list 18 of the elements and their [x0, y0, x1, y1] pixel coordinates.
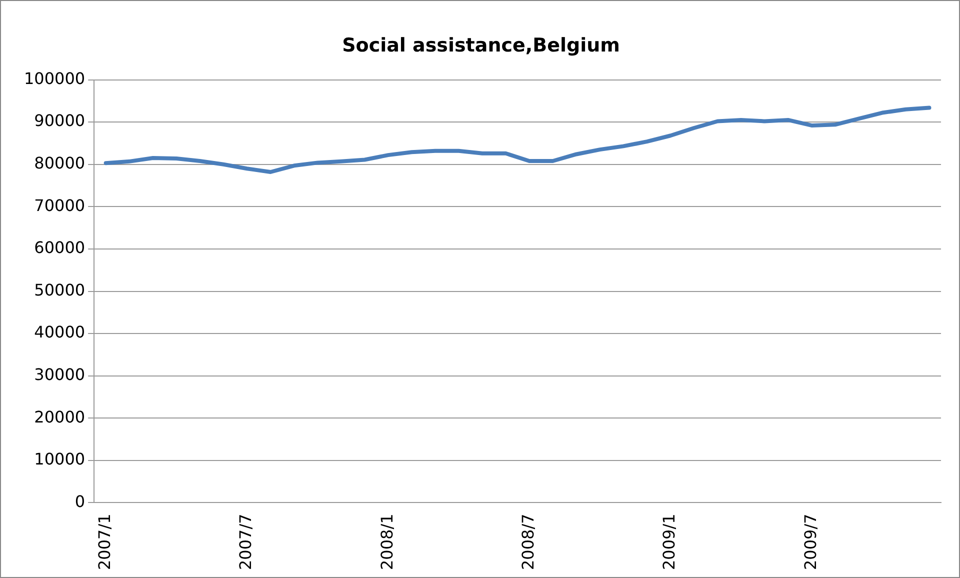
x-tick-label: 2009/1	[660, 514, 679, 570]
y-tick-label: 70000	[34, 196, 86, 215]
y-tick-label: 10000	[34, 450, 86, 469]
y-tick-label: 30000	[34, 364, 86, 384]
x-tick-label: 2009/7	[800, 514, 820, 570]
x-tick-label: 2008/7	[518, 514, 538, 570]
x-tick-label: 2008/1	[377, 514, 396, 570]
y-tick-label: 80000	[34, 154, 86, 173]
y-tick-label: 60000	[34, 238, 86, 258]
y-tick-label: 100000	[24, 68, 86, 88]
y-tick-label: 20000	[34, 407, 86, 426]
y-tick-label: 50000	[34, 280, 86, 300]
x-tick-label: 2007/7	[236, 514, 256, 570]
y-tick-label: 0	[74, 492, 86, 511]
y-tick-label: 90000	[34, 111, 86, 130]
y-tick-label: 40000	[34, 322, 86, 342]
chart-title: Social assistance,Belgium	[342, 34, 620, 56]
x-tick-label: 2007/1	[94, 514, 114, 570]
